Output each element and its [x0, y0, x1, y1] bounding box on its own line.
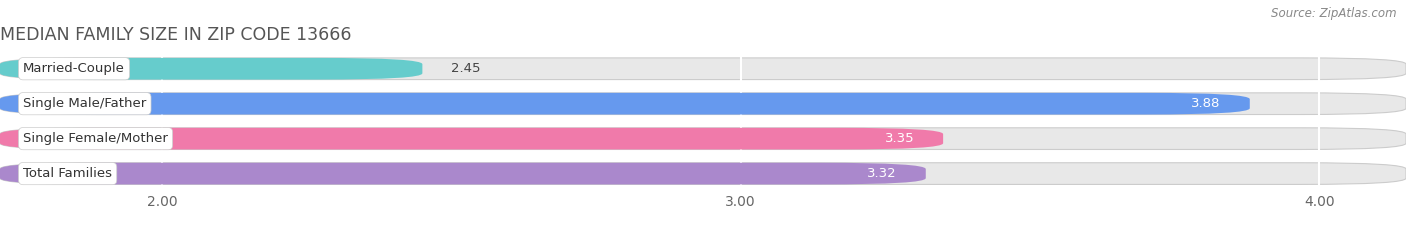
Text: 3.32: 3.32 — [868, 167, 897, 180]
Text: Single Female/Mother: Single Female/Mother — [22, 132, 169, 145]
Text: Source: ZipAtlas.com: Source: ZipAtlas.com — [1271, 7, 1396, 20]
FancyBboxPatch shape — [0, 163, 925, 185]
FancyBboxPatch shape — [0, 58, 1406, 80]
Text: Married-Couple: Married-Couple — [22, 62, 125, 75]
Text: MEDIAN FAMILY SIZE IN ZIP CODE 13666: MEDIAN FAMILY SIZE IN ZIP CODE 13666 — [0, 26, 352, 44]
Text: 3.35: 3.35 — [884, 132, 914, 145]
Text: Single Male/Father: Single Male/Father — [22, 97, 146, 110]
Text: Total Families: Total Families — [22, 167, 112, 180]
FancyBboxPatch shape — [0, 58, 422, 80]
Text: 2.45: 2.45 — [451, 62, 481, 75]
FancyBboxPatch shape — [0, 128, 1406, 150]
FancyBboxPatch shape — [0, 163, 1406, 185]
Text: 3.88: 3.88 — [1191, 97, 1220, 110]
FancyBboxPatch shape — [0, 93, 1406, 115]
FancyBboxPatch shape — [0, 93, 1250, 115]
FancyBboxPatch shape — [0, 128, 943, 150]
